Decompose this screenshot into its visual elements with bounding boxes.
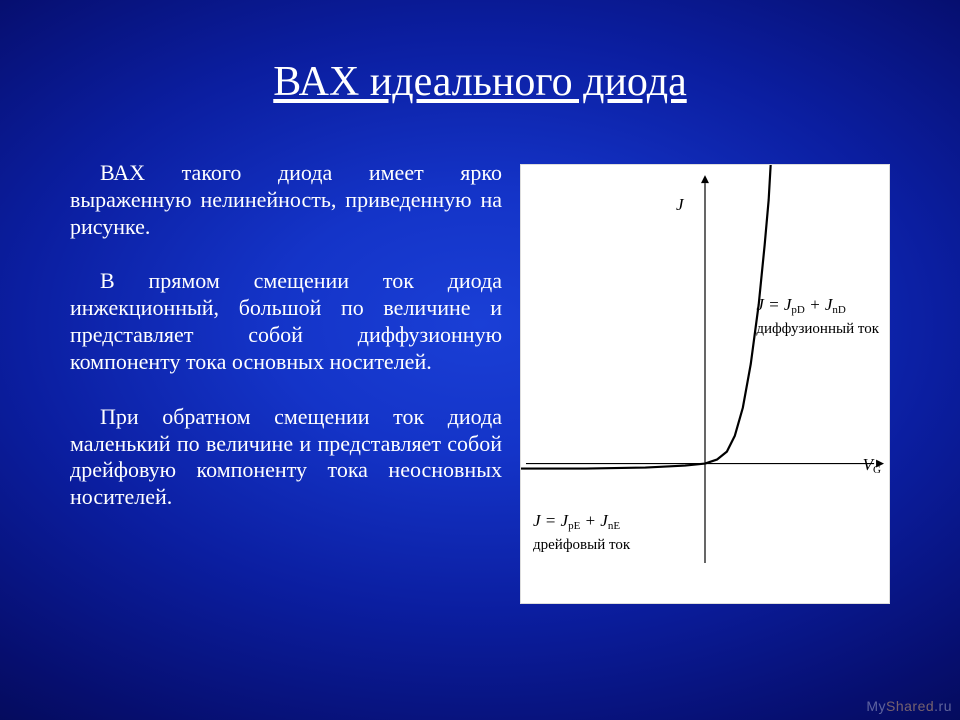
paragraph-1: ВАХ такого диода имеет ярко выраженную н…	[70, 160, 502, 240]
watermark-suffix: .ru	[934, 698, 952, 714]
paragraph-1-text: ВАХ такого диода имеет ярко выраженную н…	[70, 160, 502, 239]
paragraph-3-text: При обратном смещении ток диода маленьки…	[70, 404, 502, 509]
watermark-left: My	[866, 698, 886, 714]
reverse-formula-block: J = JpE + JnE дрейфовый ток	[533, 511, 630, 554]
paragraph-2: В прямом смещении ток диода инжекционный…	[70, 268, 502, 375]
forward-caption: диффузионный ток	[756, 321, 879, 338]
paragraph-3: При обратном смещении ток диода маленьки…	[70, 404, 502, 511]
slide: ВАХ идеального диода ВАХ такого диода им…	[0, 0, 960, 720]
reverse-caption: дрейфовый ток	[533, 537, 630, 554]
forward-formula: J = JpD + JnD	[756, 295, 879, 315]
reverse-formula: J = JpE + JnE	[533, 511, 630, 531]
content-row: ВАХ такого диода имеет ярко выраженную н…	[60, 160, 900, 604]
slide-title: ВАХ идеального диода	[60, 58, 900, 106]
forward-formula-block: J = JpD + JnD диффузионный ток	[756, 295, 879, 338]
paragraph-2-text: В прямом смещении ток диода инжекционный…	[70, 268, 502, 373]
y-axis-label: J	[676, 195, 684, 215]
iv-chart: J VG J = JpD + JnD диффузионный ток J = …	[520, 164, 890, 604]
x-axis-label: VG	[863, 455, 881, 475]
watermark-right: Shared	[886, 698, 934, 714]
watermark: MyShared.ru	[866, 698, 952, 714]
text-column: ВАХ такого диода имеет ярко выраженную н…	[70, 160, 502, 511]
